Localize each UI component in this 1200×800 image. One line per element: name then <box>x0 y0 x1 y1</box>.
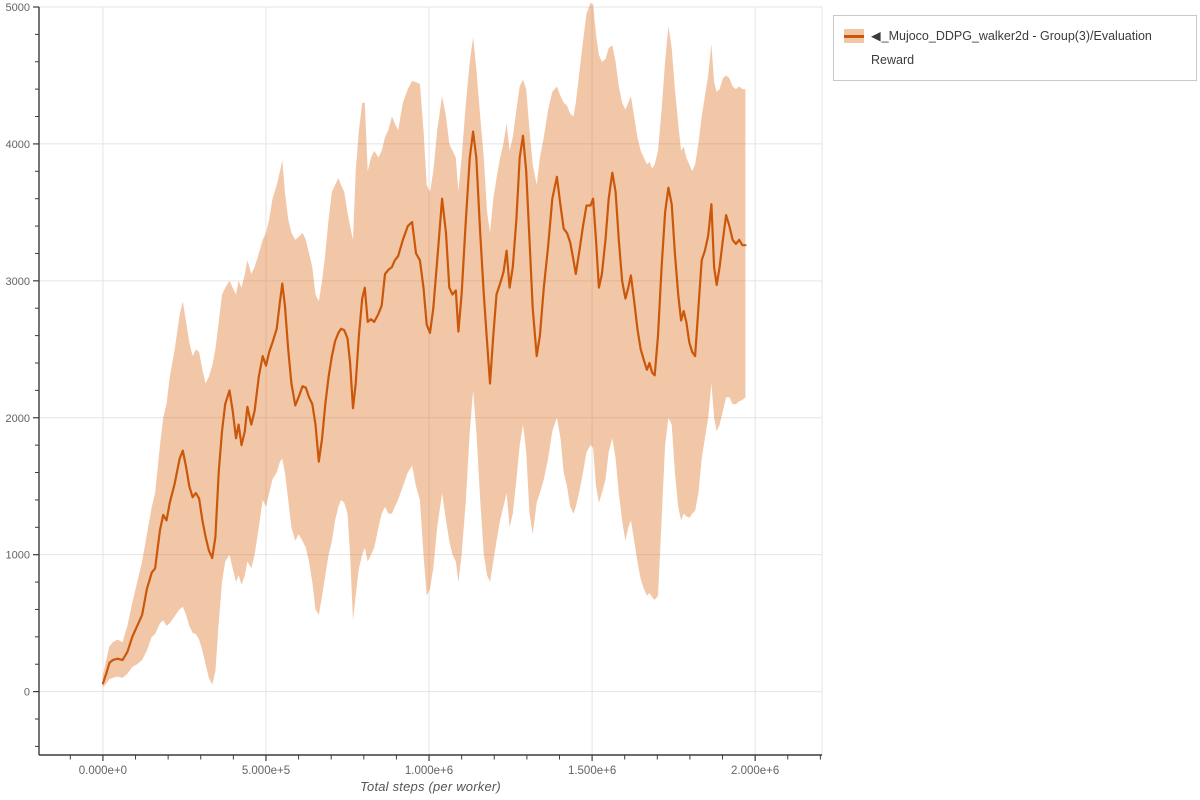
x-tick-label: 1.500e+6 <box>568 765 616 777</box>
legend-series-name: _Mujoco_DDPG_walker2d - Group(3)/Evaluat… <box>871 29 1152 67</box>
legend-marker-icon: ◀ <box>871 29 881 43</box>
y-tick-label: 5000 <box>6 2 30 14</box>
y-tick-label: 1000 <box>6 550 30 562</box>
y-tick-label: 3000 <box>6 276 30 288</box>
legend-item[interactable]: ◀_Mujoco_DDPG_walker2d - Group(3)/Evalua… <box>844 24 1184 72</box>
legend: ◀_Mujoco_DDPG_walker2d - Group(3)/Evalua… <box>833 15 1197 81</box>
legend-line-icon <box>844 34 864 38</box>
legend-swatch-icon <box>844 29 864 43</box>
y-tick-label: 4000 <box>6 139 30 151</box>
y-tick-label: 0 <box>24 687 30 699</box>
x-tick-label: 1.000e+6 <box>405 765 453 777</box>
x-tick-label: 5.000e+5 <box>242 765 290 777</box>
x-tick-label: 2.000e+6 <box>731 765 779 777</box>
legend-label: ◀_Mujoco_DDPG_walker2d - Group(3)/Evalua… <box>871 24 1184 72</box>
x-axis-title: Total steps (per worker) <box>360 779 501 794</box>
confidence-band <box>102 2 746 688</box>
x-tick-label: 0.000e+0 <box>79 765 127 777</box>
y-tick-label: 2000 <box>6 413 30 425</box>
mean-line <box>101 130 747 685</box>
